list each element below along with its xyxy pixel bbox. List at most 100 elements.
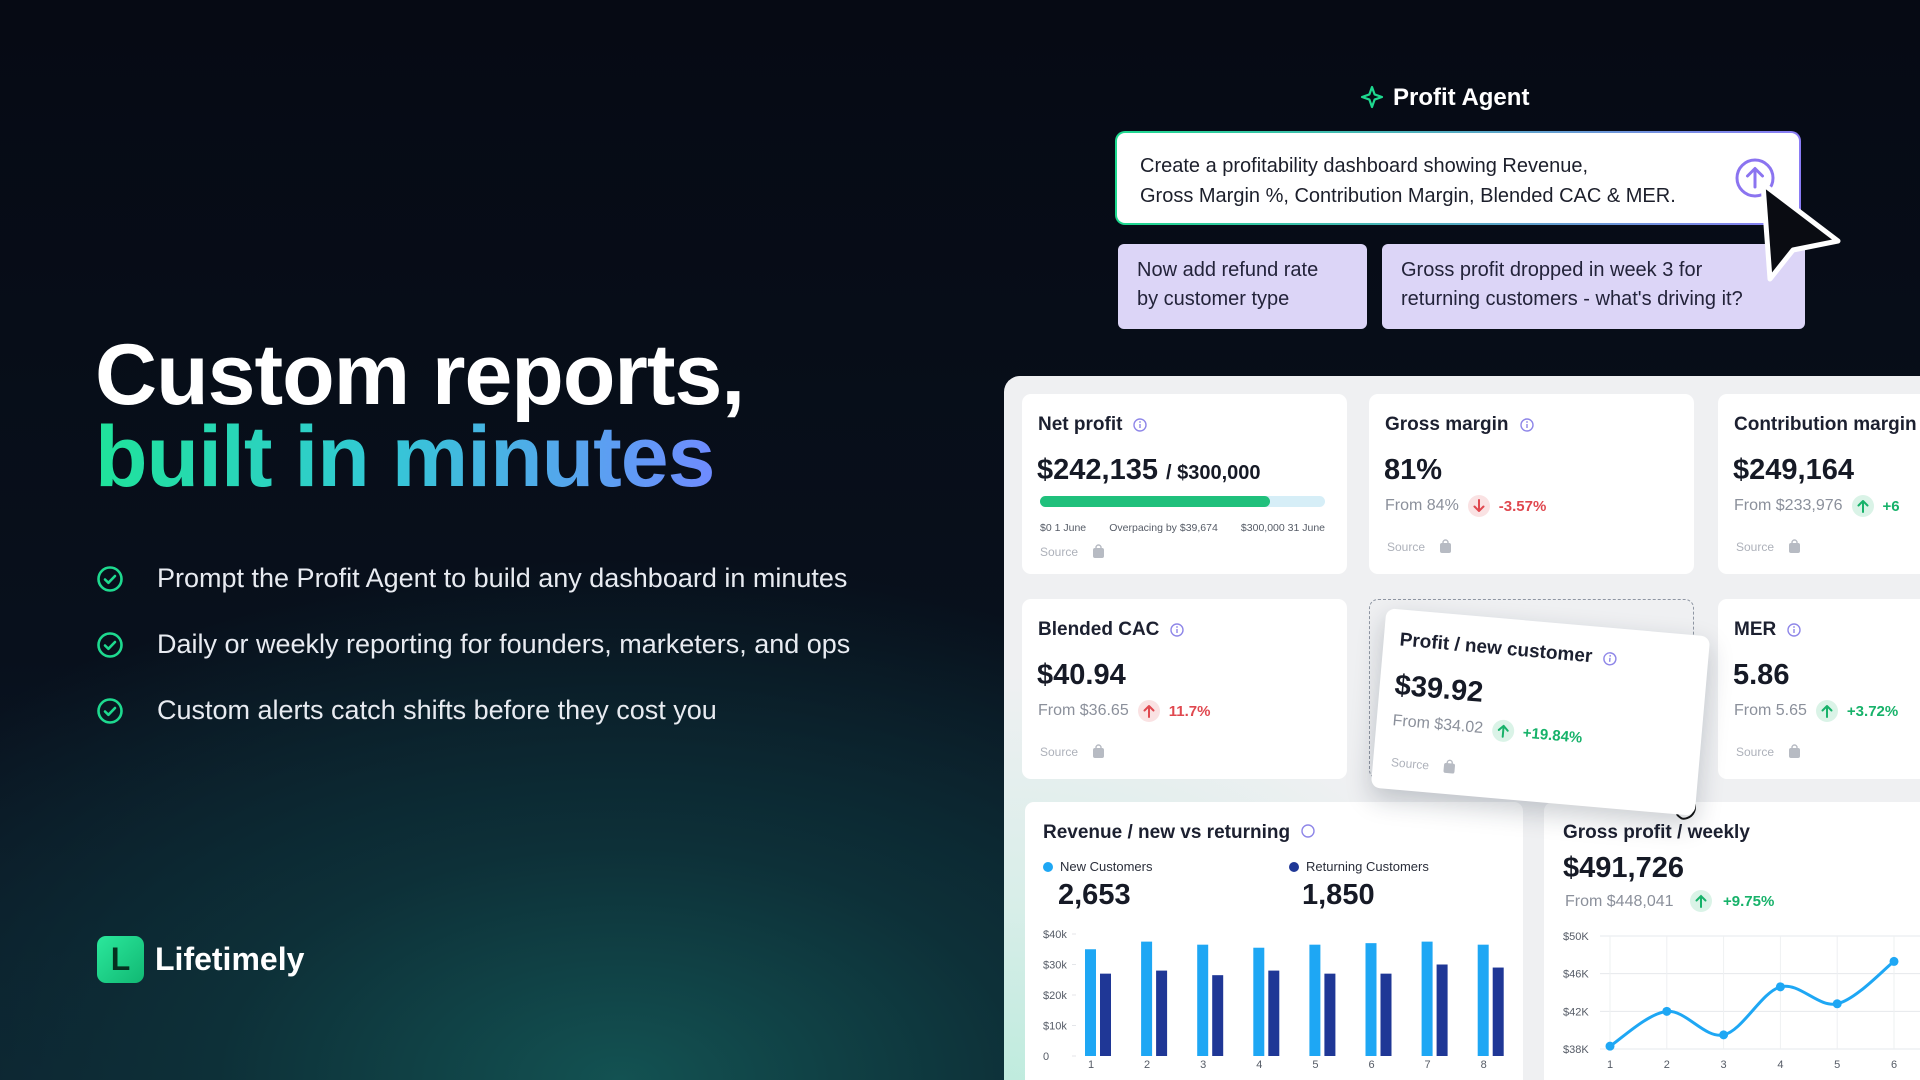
source-label: Source xyxy=(1040,544,1079,559)
trend-icon xyxy=(1815,700,1838,722)
kpi-title: Contribution margin xyxy=(1734,414,1920,436)
info-dot xyxy=(1609,654,1612,657)
source-label: Source xyxy=(1040,744,1079,759)
trend-icon xyxy=(1690,890,1712,912)
kpi-title-text: Contribution margin xyxy=(1734,414,1917,435)
source-icon xyxy=(1443,759,1456,774)
trend-icon xyxy=(1851,495,1874,517)
info-ring xyxy=(1603,652,1617,666)
kpi-title-text: Net profit xyxy=(1038,414,1123,435)
kpi-card: MER 5.86 From 5.65 +3.72% Source xyxy=(1718,599,1920,779)
kpi-value: 81% xyxy=(1384,454,1442,487)
kpi-change: +19.84% xyxy=(1522,724,1584,747)
suggestion-chip[interactable]: Gross profit dropped in week 3 for retur… xyxy=(1382,244,1805,329)
y-tick-label: $10k xyxy=(1043,1021,1067,1033)
source-row: Source xyxy=(1040,544,1105,559)
bar xyxy=(1309,944,1321,1056)
kpi-value-text: 5.86 xyxy=(1733,659,1790,691)
kpi-from-text: From 5.65 xyxy=(1734,702,1807,719)
trend-arrow xyxy=(1695,894,1707,908)
kpi-title-text: Profit / new customer xyxy=(1398,629,1594,668)
chip-line: returning customers - what's driving it? xyxy=(1401,288,1743,310)
source-handle xyxy=(1446,759,1453,765)
info-ring xyxy=(1133,418,1148,432)
info-dot xyxy=(1139,421,1142,423)
y-tick-label: $20k xyxy=(1043,990,1067,1002)
line-point xyxy=(1775,982,1785,992)
kpi-value-text: $39.92 xyxy=(1393,669,1485,709)
bar xyxy=(1253,947,1265,1056)
send-button[interactable] xyxy=(1734,157,1776,199)
source-bag xyxy=(1093,748,1105,758)
brand-logo: L xyxy=(97,936,144,983)
kpi-value: $40.94 xyxy=(1037,659,1126,692)
x-tick-label: 5 xyxy=(1312,1059,1318,1071)
y-tick-label: $50K xyxy=(1563,931,1589,943)
info-ring xyxy=(1787,623,1801,637)
kpi-title-text: Gross margin xyxy=(1385,414,1509,435)
source-label: Source xyxy=(1736,539,1775,554)
kpi-from: From $34.02 +19.84% xyxy=(1392,709,1584,749)
chart-from: From $448,041 xyxy=(1565,893,1674,910)
source-handle xyxy=(1095,744,1102,749)
kpi-from-text: From $233,976 xyxy=(1734,497,1843,514)
kpi-card: Contribution margin $249,164 From $233,976… xyxy=(1718,394,1920,574)
source-label: Source xyxy=(1390,754,1430,772)
progress-track xyxy=(1040,496,1325,507)
source-icon xyxy=(1789,539,1801,553)
chip-line: Now add refund rate xyxy=(1137,259,1319,281)
bar xyxy=(1365,943,1377,1056)
source-label: Source xyxy=(1387,539,1426,554)
trend-arrow xyxy=(1473,499,1485,512)
trend-arrow xyxy=(1143,705,1155,718)
check-icon xyxy=(97,698,123,724)
trend-icon xyxy=(1137,700,1160,722)
line-point xyxy=(1889,956,1899,966)
sparkle-icon xyxy=(1360,85,1384,109)
series-total: 1,850 xyxy=(1302,879,1375,911)
gross-profit-card xyxy=(1544,802,1920,1080)
kpi-card: Profit / new customer $39.92 From $34.02 +1… xyxy=(1370,608,1711,816)
suggestion-chip[interactable]: Now add refund rate by customer type xyxy=(1118,244,1367,329)
bar xyxy=(1141,941,1153,1056)
source-row: Source xyxy=(1390,754,1456,775)
y-tick-label: $46K xyxy=(1563,969,1589,981)
line-point xyxy=(1832,999,1842,1009)
x-tick-label: 3 xyxy=(1721,1059,1727,1071)
bullet-text: Prompt the Profit Agent to build any das… xyxy=(157,563,848,593)
kpi-card: Gross margin 81% From 84% -3.57% Source xyxy=(1369,394,1694,574)
source-icon xyxy=(1789,744,1801,758)
trend-icon xyxy=(1491,719,1514,742)
source-icon xyxy=(1440,539,1452,553)
chip-line: Gross profit dropped in week 3 for xyxy=(1401,259,1703,281)
x-tick-label: 6 xyxy=(1368,1059,1374,1071)
source-bag xyxy=(1789,748,1801,758)
prompt-line: Create a profitability dashboard showing… xyxy=(1140,155,1589,177)
prompt-line: Gross Margin %, Contribution Margin, Ble… xyxy=(1140,185,1676,207)
kpi-change: 11.7% xyxy=(1168,702,1211,720)
source-row: Source xyxy=(1736,539,1801,554)
line xyxy=(1609,960,1895,1048)
x-tick-label: 1 xyxy=(1607,1059,1613,1071)
kpi-title: Blended CAC xyxy=(1038,619,1185,641)
bar xyxy=(1492,967,1504,1056)
x-tick-label: 5 xyxy=(1834,1059,1840,1071)
kpi-value: 5.86 xyxy=(1733,659,1789,692)
kpi-from: From 5.65 +3.72% xyxy=(1734,699,1898,723)
kpi-from: From 84% -3.57% xyxy=(1385,494,1546,518)
source-handle xyxy=(1095,544,1102,549)
y-tick-label: $38K xyxy=(1563,1044,1589,1056)
kpi-title: Profit / new customer xyxy=(1399,629,1619,670)
info-icon xyxy=(1133,418,1148,432)
info-icon xyxy=(1170,623,1185,637)
bullet-text: Custom alerts catch shifts before they c… xyxy=(157,695,717,725)
x-tick-label: 4 xyxy=(1256,1059,1262,1071)
series-total: 2,653 xyxy=(1058,879,1131,911)
prompt-box[interactable]: Create a profitability dashboard showing… xyxy=(1115,131,1801,225)
y-tick-label: $40k xyxy=(1043,929,1067,941)
kpi-title-text: Blended CAC xyxy=(1038,619,1160,640)
y-tick-label: $42K xyxy=(1563,1006,1589,1018)
info-dot xyxy=(1793,626,1796,628)
kpi-value: $249,164 xyxy=(1733,454,1854,487)
